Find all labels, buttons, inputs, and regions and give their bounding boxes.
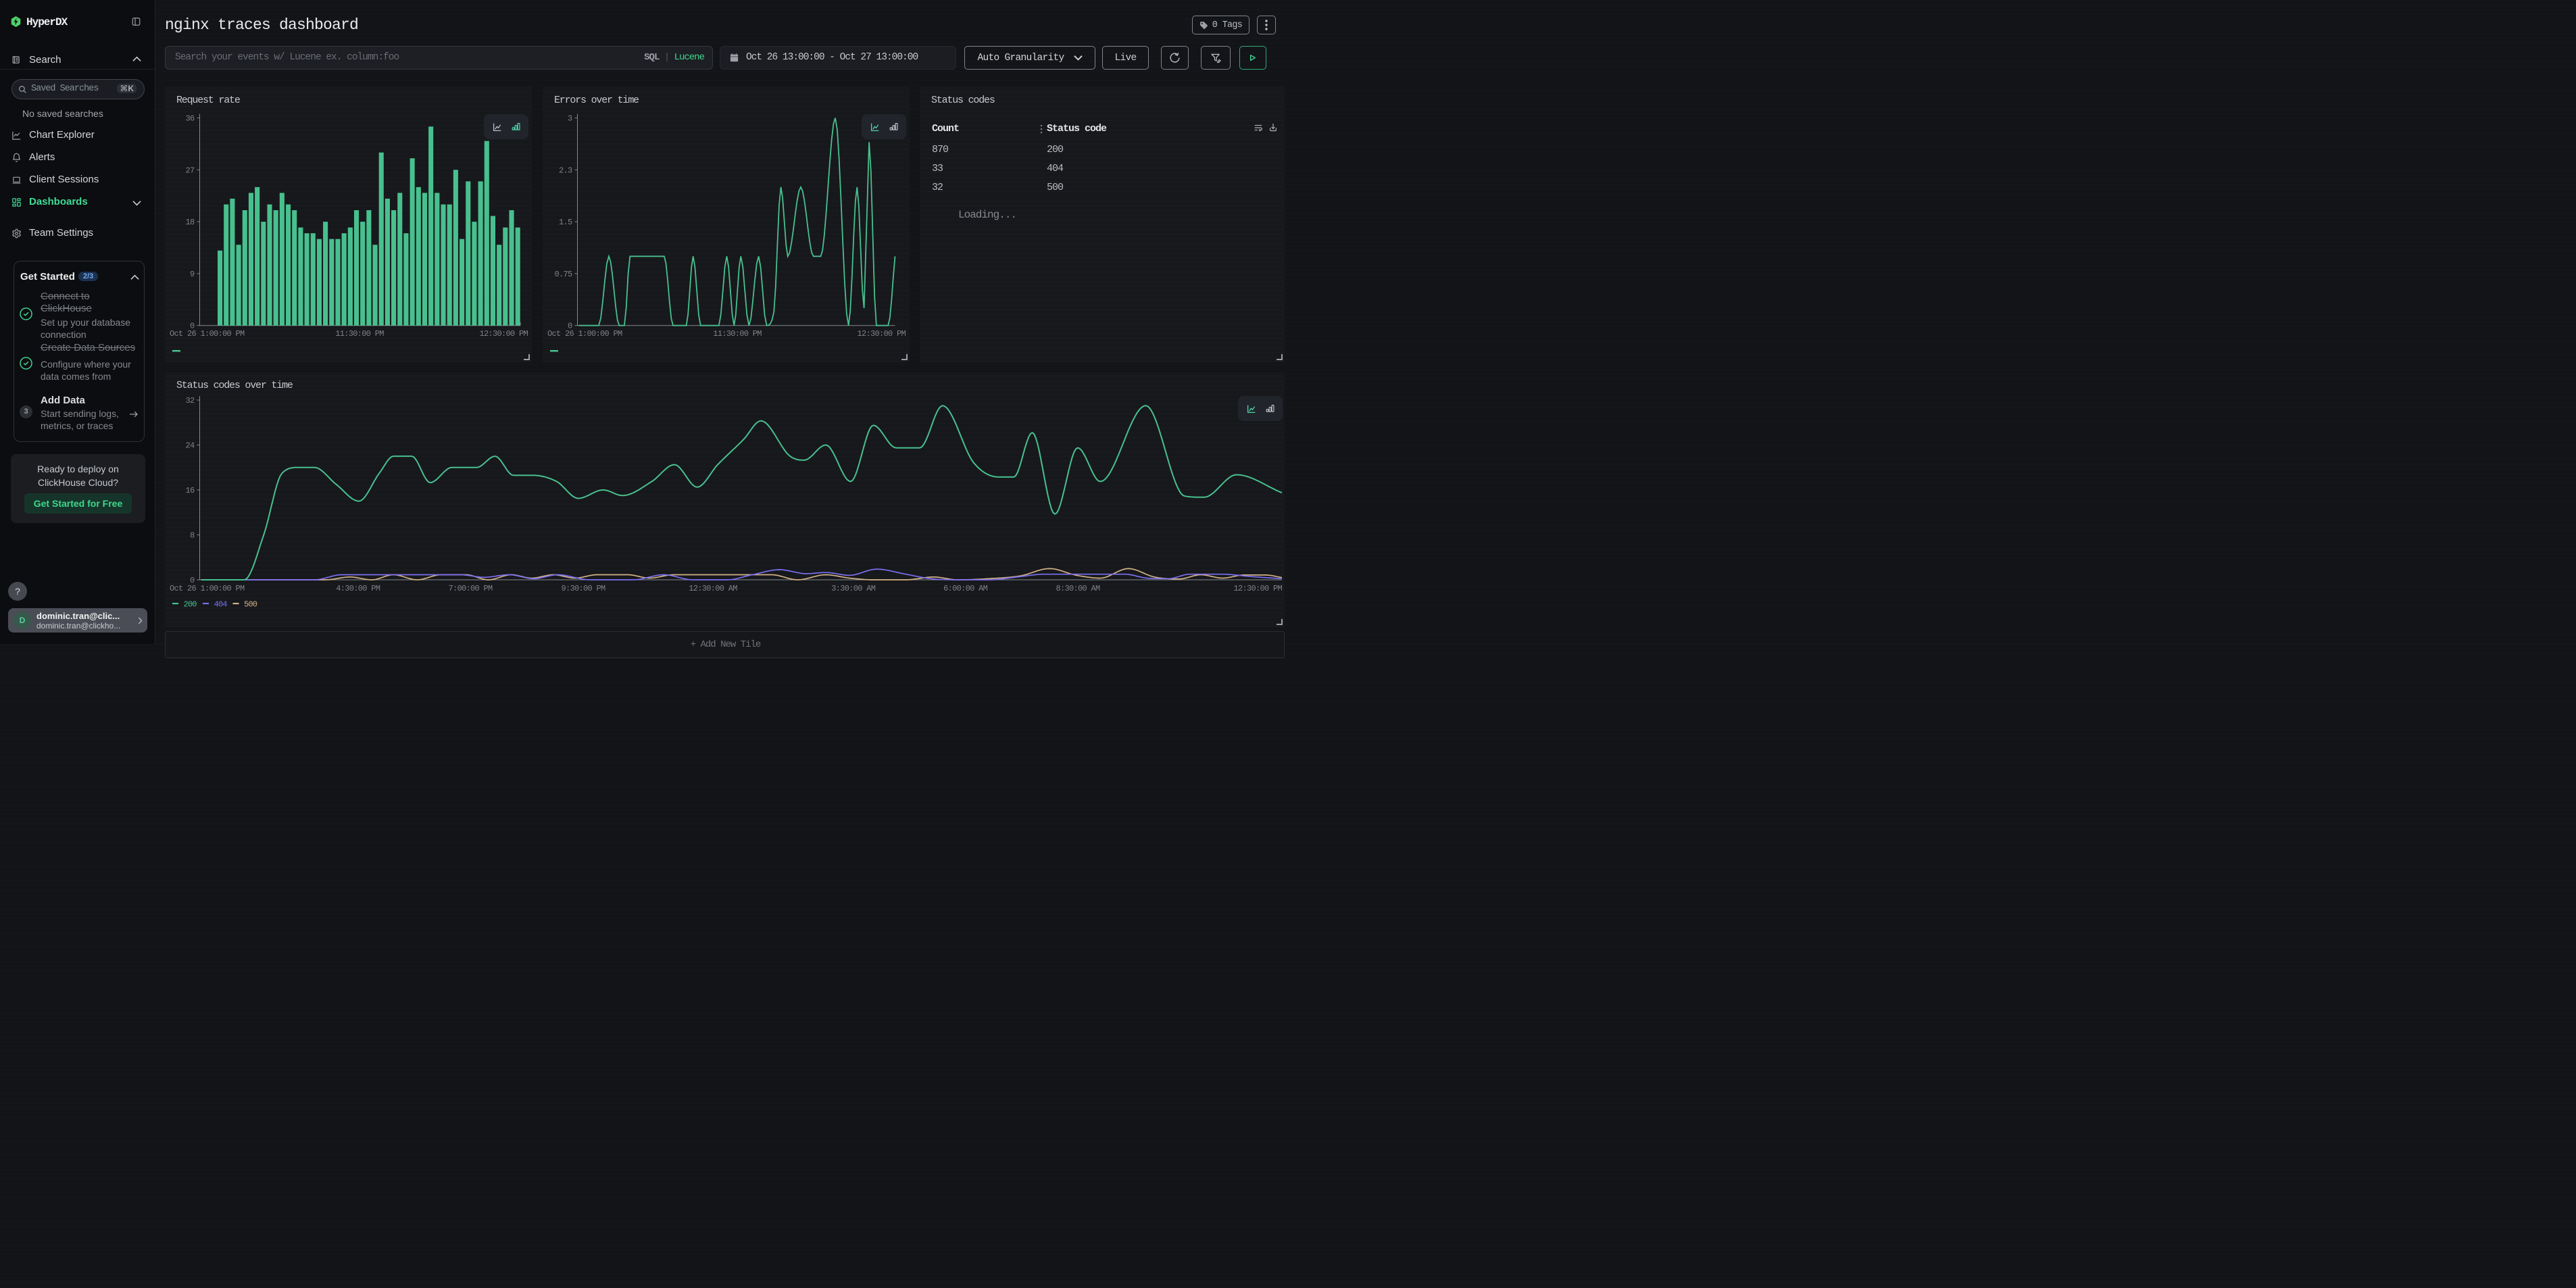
svg-text:18: 18 [185, 218, 195, 227]
svg-text:404: 404 [214, 600, 228, 610]
svg-text:16: 16 [185, 486, 195, 495]
svg-text:9: 9 [190, 270, 195, 279]
svg-text:27: 27 [185, 166, 195, 175]
svg-text:9:30:00 PM: 9:30:00 PM [561, 584, 605, 593]
svg-text:8: 8 [190, 531, 195, 541]
svg-text:12:30:00 PM: 12:30:00 PM [479, 329, 528, 339]
svg-text:2.3: 2.3 [559, 166, 572, 175]
svg-text:11:30:00 PM: 11:30:00 PM [713, 329, 762, 339]
svg-text:0: 0 [190, 576, 195, 585]
svg-text:8:30:00 AM: 8:30:00 AM [1056, 584, 1100, 593]
svg-text:24: 24 [185, 441, 195, 451]
svg-text:36: 36 [185, 114, 195, 124]
svg-text:11:30:00 PM: 11:30:00 PM [335, 329, 384, 339]
svg-text:Oct 26 1:00:00 PM: Oct 26 1:00:00 PM [170, 329, 245, 339]
svg-text:1.5: 1.5 [559, 218, 572, 227]
svg-text:Oct 26 1:00:00 PM: Oct 26 1:00:00 PM [170, 584, 245, 593]
svg-text:12:30:00 AM: 12:30:00 AM [689, 584, 737, 593]
svg-text:3:30:00 AM: 3:30:00 AM [831, 584, 876, 593]
svg-text:12:30:00 PM: 12:30:00 PM [1233, 584, 1282, 593]
svg-text:Oct 26 1:00:00 PM: Oct 26 1:00:00 PM [547, 329, 622, 339]
svg-text:0: 0 [568, 322, 572, 331]
svg-text:4:30:00 PM: 4:30:00 PM [336, 584, 380, 593]
svg-text:6:00:00 AM: 6:00:00 AM [943, 584, 988, 593]
svg-text:500: 500 [244, 600, 257, 610]
svg-text:3: 3 [568, 114, 572, 124]
svg-text:7:00:00 PM: 7:00:00 PM [448, 584, 493, 593]
svg-text:32: 32 [185, 396, 195, 405]
svg-text:12:30:00 PM: 12:30:00 PM [857, 329, 906, 339]
svg-text:0.75: 0.75 [554, 270, 572, 279]
svg-text:0: 0 [190, 322, 195, 331]
svg-text:200: 200 [184, 600, 197, 610]
